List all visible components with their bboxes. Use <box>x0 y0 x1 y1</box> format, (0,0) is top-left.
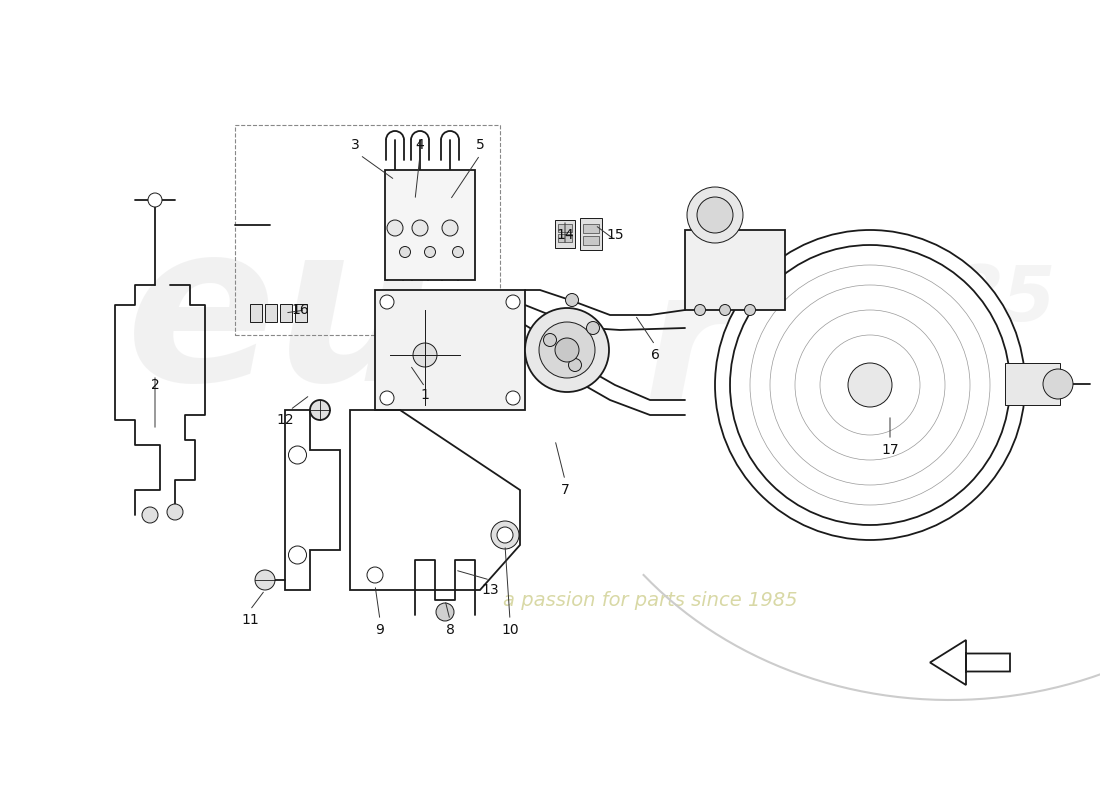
Text: 8: 8 <box>446 623 454 637</box>
Circle shape <box>379 391 394 405</box>
Text: 1: 1 <box>420 388 429 402</box>
Text: 13: 13 <box>481 583 498 597</box>
Circle shape <box>586 322 600 334</box>
Circle shape <box>288 546 307 564</box>
Circle shape <box>848 363 892 407</box>
Text: 11: 11 <box>241 613 258 627</box>
Circle shape <box>399 246 410 258</box>
Text: 10: 10 <box>502 623 519 637</box>
Bar <box>375 290 525 410</box>
Bar <box>1005 363 1060 405</box>
Bar <box>583 224 600 233</box>
Circle shape <box>255 570 275 590</box>
Circle shape <box>795 310 945 460</box>
Bar <box>250 304 262 322</box>
Bar <box>558 234 572 242</box>
Circle shape <box>452 246 463 258</box>
Circle shape <box>436 603 454 621</box>
Circle shape <box>715 230 1025 540</box>
Text: 12: 12 <box>276 413 294 427</box>
Circle shape <box>543 334 557 346</box>
Text: 1985: 1985 <box>844 263 1056 337</box>
Bar <box>385 170 475 280</box>
Text: 17: 17 <box>881 443 899 457</box>
Circle shape <box>497 527 513 543</box>
Text: 2: 2 <box>151 378 160 392</box>
Bar <box>558 224 572 232</box>
Circle shape <box>745 305 756 315</box>
Circle shape <box>310 400 330 420</box>
Circle shape <box>387 220 403 236</box>
Circle shape <box>697 197 733 233</box>
Circle shape <box>442 220 458 236</box>
Circle shape <box>565 294 579 306</box>
Circle shape <box>569 358 582 371</box>
Bar <box>580 218 602 250</box>
Circle shape <box>142 507 158 523</box>
Text: 3: 3 <box>351 138 360 152</box>
Text: ces: ces <box>777 366 983 474</box>
Circle shape <box>491 521 519 549</box>
Circle shape <box>506 391 520 405</box>
Text: ro: ro <box>644 262 857 438</box>
Circle shape <box>412 220 428 236</box>
Bar <box>295 304 307 322</box>
Circle shape <box>770 285 970 485</box>
Text: 6: 6 <box>650 348 659 362</box>
Circle shape <box>525 308 609 392</box>
Text: 7: 7 <box>561 483 570 497</box>
Text: 5: 5 <box>475 138 484 152</box>
Circle shape <box>167 504 183 520</box>
Bar <box>583 236 600 245</box>
Bar <box>280 304 292 322</box>
Bar <box>556 220 575 248</box>
Circle shape <box>539 322 595 378</box>
Text: 9: 9 <box>375 623 384 637</box>
Bar <box>685 230 785 310</box>
Text: 15: 15 <box>606 228 624 242</box>
Circle shape <box>694 305 705 315</box>
Circle shape <box>820 335 920 435</box>
Circle shape <box>719 305 730 315</box>
Circle shape <box>506 295 520 309</box>
Circle shape <box>1043 369 1072 399</box>
Circle shape <box>412 343 437 367</box>
Text: 14: 14 <box>557 228 574 242</box>
Circle shape <box>148 193 162 207</box>
Text: a passion for parts since 1985: a passion for parts since 1985 <box>503 590 798 610</box>
Bar <box>265 304 277 322</box>
Circle shape <box>750 265 990 505</box>
Text: eu: eu <box>125 213 434 427</box>
Circle shape <box>379 295 394 309</box>
Circle shape <box>556 338 579 362</box>
Circle shape <box>288 446 307 464</box>
Circle shape <box>367 567 383 583</box>
Text: 4: 4 <box>416 138 425 152</box>
Circle shape <box>730 245 1010 525</box>
Text: 16: 16 <box>292 303 309 317</box>
Circle shape <box>425 246 436 258</box>
Circle shape <box>688 187 742 243</box>
